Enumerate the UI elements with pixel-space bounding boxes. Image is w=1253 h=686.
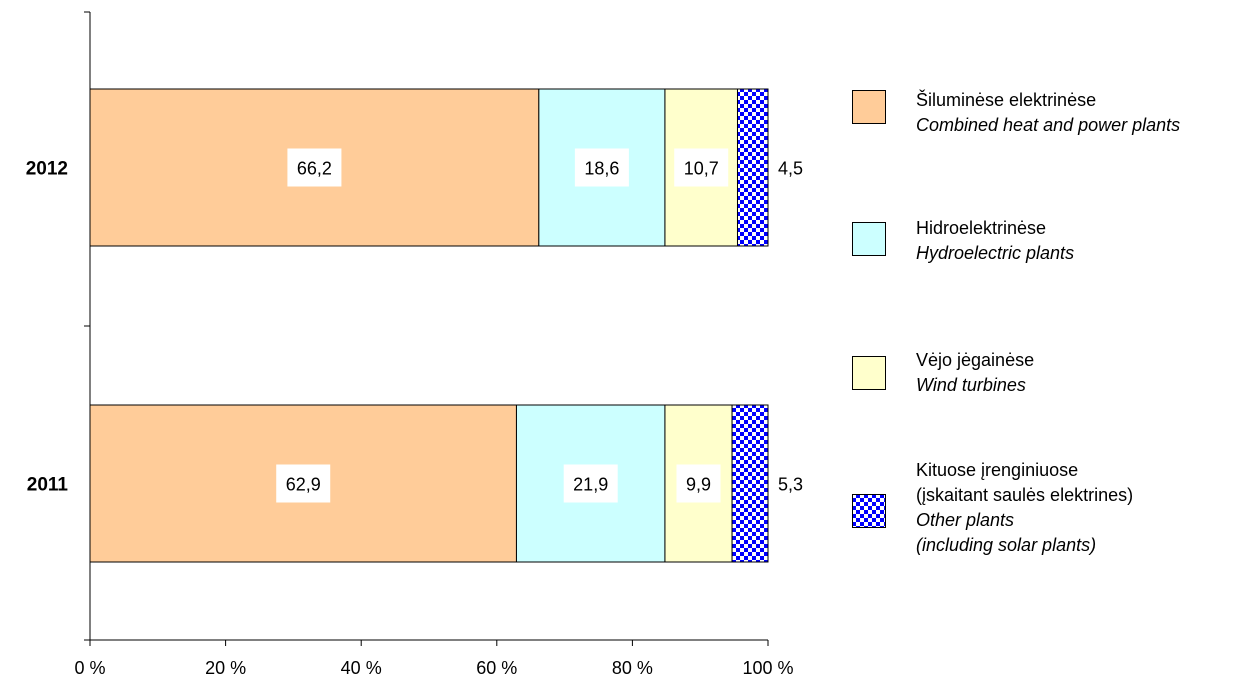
x-tick-label: 40 % (341, 658, 382, 678)
axes-layer: 2012 2011 0 % 20 % 40 % 60 % 80 % 100 % (26, 11, 794, 678)
data-label-box (563, 464, 618, 503)
data-label-box (676, 464, 721, 503)
data-label: 62,9 (286, 475, 321, 495)
legend-label-hydro-lt: Hidroelektrinėse (916, 218, 1047, 238)
legend-label-other-en: Other plants (916, 510, 1015, 530)
data-label: 18,6 (584, 159, 619, 179)
legend-label-chp-en: Combined heat and power plants (916, 115, 1181, 135)
legend-label-chp: Šiluminėse elektrinėse Combined heat and… (916, 88, 1180, 138)
legend-label-wind-lt: Vėjo jėgainėse (916, 350, 1035, 370)
x-tick-label: 60 % (476, 658, 517, 678)
data-label: 66,2 (297, 159, 332, 179)
legend-swatch-other (852, 494, 886, 528)
legend-label-wind-en: Wind turbines (916, 375, 1026, 395)
data-label-box (287, 148, 342, 187)
category-label: 2012 (26, 159, 68, 180)
data-label: 4,5 (778, 159, 803, 179)
legend-swatch-wind (852, 356, 886, 390)
legend-label-other-en-2: (including solar plants) (916, 535, 1097, 555)
legend-label-hydro: Hidroelektrinėse Hydroelectric plants (916, 216, 1074, 266)
legend-label-other-lt: Kituose įrenginiuose (916, 460, 1079, 480)
data-label: 5,3 (778, 475, 803, 495)
data-label: 10,7 (684, 159, 719, 179)
x-tick-label: 0 % (74, 658, 105, 678)
legend-label-chp-lt: Šiluminėse elektrinėse (916, 90, 1097, 110)
data-label: 21,9 (573, 475, 608, 495)
legend-label-hydro-en: Hydroelectric plants (916, 243, 1075, 263)
data-label: 9,9 (686, 475, 711, 495)
category-label: 2011 (27, 475, 69, 496)
x-tick-label: 100 % (742, 658, 793, 678)
legend-label-wind: Vėjo jėgainėse Wind turbines (916, 348, 1034, 398)
bars-layer: 66,2 18,6 10,7 4,5 62,9 21,9 9,9 5,3 (89, 88, 803, 563)
data-label-box (276, 464, 331, 503)
bar-segment (736, 88, 769, 247)
legend-label-other-lt-2: (įskaitant saulės elektrines) (916, 485, 1134, 505)
data-label-box (674, 148, 729, 187)
x-tick-label: 80 % (612, 658, 653, 678)
legend-label-other: Kituose įrenginiuose (įskaitant saulės e… (916, 458, 1133, 558)
legend-swatch-chp (852, 90, 886, 124)
legend-swatch-hydro (852, 222, 886, 256)
bar-segment (731, 404, 769, 563)
data-label-box (574, 148, 629, 187)
x-tick-label: 20 % (205, 658, 246, 678)
